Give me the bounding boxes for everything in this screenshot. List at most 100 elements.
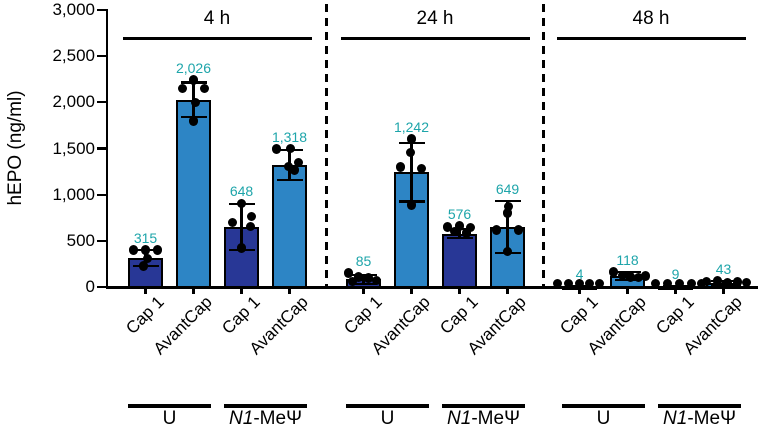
y-tick-label: 500 <box>66 230 95 250</box>
data-point <box>594 278 605 289</box>
data-point <box>343 268 354 278</box>
data-point <box>289 165 300 175</box>
y-tick-label: 2,500 <box>52 46 95 66</box>
group-underline <box>346 404 429 408</box>
group-label-part: N1 <box>447 408 472 429</box>
y-tick-label: 1,500 <box>52 138 95 158</box>
x-tick <box>458 288 461 294</box>
group-underline <box>128 404 211 408</box>
data-point <box>503 201 514 212</box>
x-tick <box>674 288 677 294</box>
data-point <box>696 278 707 289</box>
data-point <box>584 278 595 289</box>
data-point <box>199 83 210 94</box>
data-point <box>650 278 661 289</box>
x-tick <box>506 288 509 294</box>
data-point <box>574 278 585 289</box>
panel-header-line <box>556 36 746 40</box>
data-point <box>188 74 199 85</box>
y-tick <box>97 101 106 104</box>
group-label-part: -MeΨ <box>471 408 520 429</box>
value-label: 649 <box>495 181 520 198</box>
data-point <box>563 278 574 289</box>
y-tick <box>97 239 106 242</box>
panel-label: 24 h <box>416 8 454 29</box>
data-point <box>416 163 427 174</box>
bar-avantcap <box>272 165 307 289</box>
data-point <box>461 228 472 238</box>
group-label-part: U <box>380 408 395 429</box>
error-bar-cap <box>350 282 377 285</box>
error-bar-line <box>506 201 509 253</box>
y-axis-line <box>105 9 108 289</box>
group-label-part: N1 <box>229 408 254 429</box>
panel-label: 48 h <box>632 8 670 29</box>
data-point <box>732 277 743 287</box>
data-point <box>353 272 364 282</box>
data-point <box>190 97 201 108</box>
x-tick <box>722 288 725 294</box>
data-point <box>285 143 296 154</box>
x-tick <box>192 288 195 294</box>
group-underline <box>224 404 307 408</box>
data-point <box>633 272 644 283</box>
data-point <box>513 225 524 235</box>
panel-label: 4 h <box>203 8 231 29</box>
data-point <box>246 211 257 222</box>
value-label: 9 <box>671 265 680 282</box>
data-point <box>363 273 374 284</box>
y-tick-label: 0 <box>85 277 95 296</box>
error-bar-cap <box>350 273 377 277</box>
data-point <box>741 277 752 288</box>
x-tick <box>578 288 581 294</box>
data-point <box>245 221 256 232</box>
group-label-part: -MeΨ <box>687 408 736 429</box>
value-label: 2,026 <box>175 59 212 76</box>
error-bar-cap <box>276 179 303 182</box>
data-point <box>502 208 513 218</box>
data-point <box>347 276 358 287</box>
group-label: N1-MeΨ <box>422 408 545 430</box>
data-point <box>138 261 149 272</box>
data-point <box>442 222 453 232</box>
x-tick <box>144 288 147 294</box>
data-point <box>227 217 238 228</box>
data-point <box>406 134 417 145</box>
x-tick <box>288 288 291 294</box>
data-point <box>395 162 406 172</box>
y-tick-label: 1,000 <box>52 184 95 204</box>
error-bar-cap <box>446 236 473 239</box>
x-tick <box>410 288 413 294</box>
data-point <box>128 245 139 255</box>
data-point <box>686 278 697 289</box>
error-bar-cap <box>494 200 521 203</box>
group-label: N1-MeΨ <box>638 408 761 430</box>
data-point <box>152 245 163 255</box>
y-tick <box>97 285 106 289</box>
y-axis-label: hEPO (ng/ml) <box>5 90 26 206</box>
data-point <box>142 253 153 264</box>
x-axis-line <box>105 286 758 289</box>
data-point <box>271 144 282 154</box>
panel-header-line <box>340 36 530 40</box>
group-label: U <box>542 408 665 430</box>
error-bar-line <box>240 203 243 251</box>
data-point <box>140 245 151 256</box>
error-bar-line <box>410 142 413 202</box>
data-point <box>449 226 460 237</box>
data-point <box>405 147 416 158</box>
value-label: 43 <box>715 260 732 277</box>
y-tick <box>97 193 106 196</box>
data-point <box>371 275 382 286</box>
value-label: 85 <box>355 253 372 270</box>
error-bar-line <box>362 274 365 284</box>
data-point <box>465 222 476 233</box>
data-point <box>640 271 651 281</box>
data-point <box>454 221 465 231</box>
group-label-part: -MeΨ <box>253 408 302 429</box>
data-point <box>625 272 636 282</box>
group-label-part: U <box>596 408 611 429</box>
value-label: 576 <box>447 206 472 223</box>
data-point <box>283 161 294 172</box>
panel-separator <box>542 4 545 287</box>
